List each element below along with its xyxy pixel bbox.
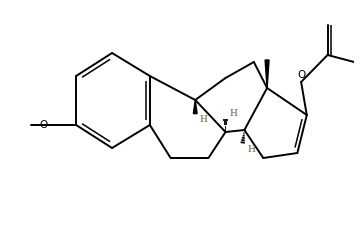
Text: H: H: [230, 109, 238, 118]
Text: H: H: [199, 115, 207, 124]
Text: O: O: [297, 70, 305, 80]
Polygon shape: [193, 100, 197, 114]
Polygon shape: [265, 60, 269, 88]
Text: H: H: [247, 145, 255, 154]
Text: O: O: [40, 120, 48, 130]
